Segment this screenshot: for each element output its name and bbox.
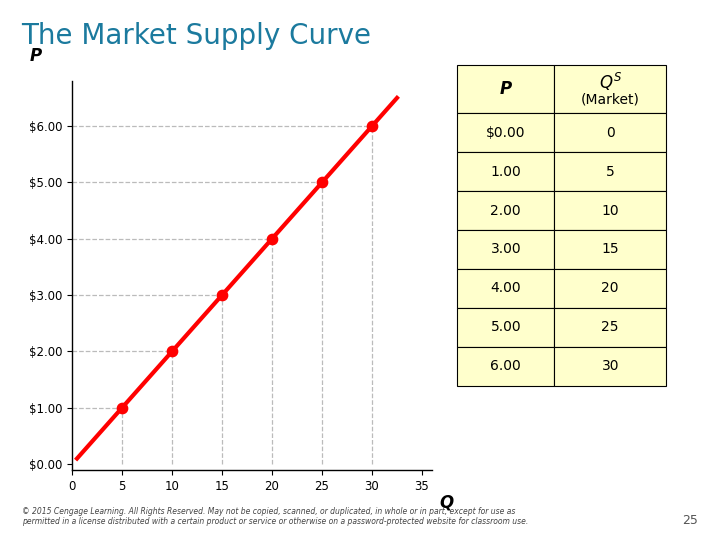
Text: 6.00: 6.00 <box>490 359 521 373</box>
Text: 4.00: 4.00 <box>490 281 521 295</box>
Text: $Q^S$: $Q^S$ <box>598 71 622 93</box>
Text: 2.00: 2.00 <box>490 204 521 218</box>
Text: 5: 5 <box>606 165 615 179</box>
Text: 1.00: 1.00 <box>490 165 521 179</box>
Text: 5.00: 5.00 <box>490 320 521 334</box>
Text: 0: 0 <box>606 126 615 140</box>
Text: 30: 30 <box>601 359 619 373</box>
Text: P: P <box>30 48 42 65</box>
Point <box>316 178 328 187</box>
Text: P: P <box>500 80 512 98</box>
Text: The Market Supply Curve: The Market Supply Curve <box>22 22 372 50</box>
Text: 3.00: 3.00 <box>490 242 521 256</box>
Point <box>216 291 228 300</box>
Point <box>366 122 378 130</box>
Text: 20: 20 <box>601 281 619 295</box>
Text: $0.00: $0.00 <box>486 126 526 140</box>
Text: © 2015 Cengage Learning. All Rights Reserved. May not be copied, scanned, or dup: © 2015 Cengage Learning. All Rights Rese… <box>22 507 528 526</box>
Text: (Market): (Market) <box>581 93 639 107</box>
Point <box>116 403 127 412</box>
Point <box>266 234 278 243</box>
Text: 25: 25 <box>683 514 698 526</box>
Text: 25: 25 <box>601 320 619 334</box>
Text: Q: Q <box>439 493 454 511</box>
Text: 15: 15 <box>601 242 619 256</box>
Point <box>166 347 178 356</box>
Text: 10: 10 <box>601 204 619 218</box>
